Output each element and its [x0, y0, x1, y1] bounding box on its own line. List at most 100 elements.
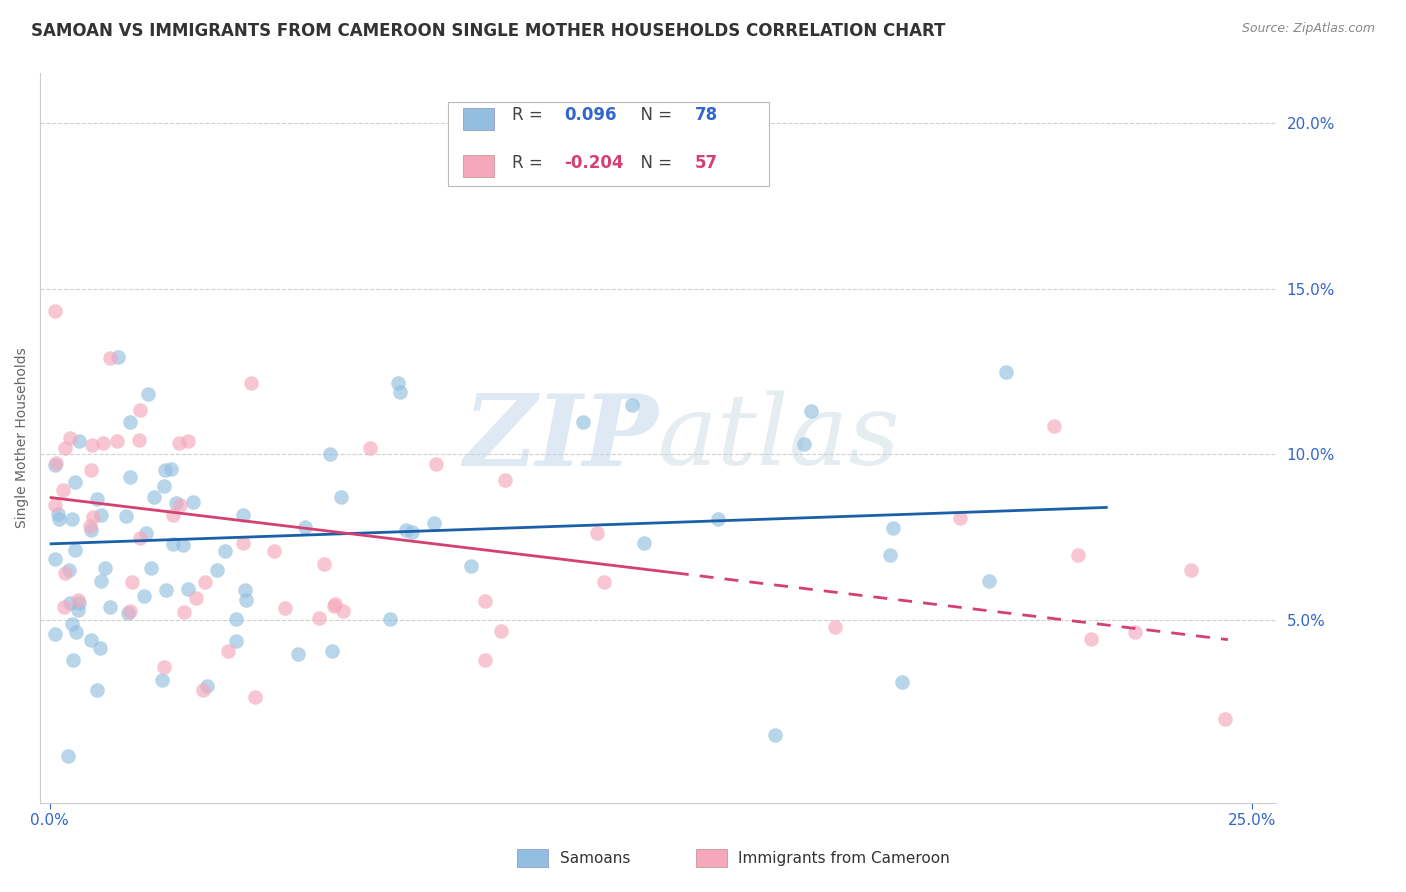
Text: -0.204: -0.204: [564, 153, 624, 172]
Point: [177, 582, 200, 597]
Point: [129, 531, 152, 545]
Point: [707, 511, 730, 525]
Point: [824, 620, 846, 634]
Point: [173, 605, 195, 619]
Point: [474, 594, 496, 608]
Point: [53, 566, 76, 580]
Point: [225, 634, 247, 648]
FancyBboxPatch shape: [463, 108, 494, 130]
Point: [1180, 563, 1202, 577]
Text: Samoans: Samoans: [560, 851, 630, 865]
Point: [107, 350, 129, 364]
Point: [48, 512, 70, 526]
Point: [162, 508, 184, 522]
Point: [195, 679, 218, 693]
Point: [232, 508, 254, 523]
Point: [167, 435, 190, 450]
Point: [44, 552, 66, 566]
Point: [65, 475, 87, 489]
Point: [494, 473, 516, 487]
Point: [321, 643, 343, 657]
Point: [135, 526, 157, 541]
Point: [56, 749, 79, 764]
FancyBboxPatch shape: [449, 103, 769, 186]
Point: [139, 561, 162, 575]
Point: [90, 508, 112, 523]
Point: [162, 537, 184, 551]
Point: [177, 434, 200, 448]
Point: [879, 548, 901, 562]
Point: [322, 599, 344, 613]
Point: [949, 510, 972, 524]
Point: [152, 660, 174, 674]
Point: [172, 537, 194, 551]
Text: 0.096: 0.096: [564, 106, 617, 124]
Point: [153, 478, 176, 492]
Point: [330, 490, 353, 504]
Point: [60, 512, 83, 526]
Point: [395, 524, 418, 538]
Point: [387, 376, 409, 390]
Point: [181, 495, 204, 509]
Point: [1123, 624, 1146, 639]
FancyBboxPatch shape: [517, 849, 548, 867]
Point: [572, 415, 595, 429]
Point: [401, 525, 423, 540]
Text: atlas: atlas: [658, 390, 901, 485]
Point: [58, 596, 80, 610]
Point: [621, 398, 644, 412]
Point: [243, 690, 266, 705]
Point: [105, 434, 128, 449]
Point: [388, 385, 411, 400]
Point: [115, 509, 138, 524]
Text: N =: N =: [630, 106, 678, 124]
Point: [45, 456, 67, 470]
Text: ZIP: ZIP: [463, 390, 658, 486]
Point: [120, 470, 142, 484]
Point: [423, 516, 446, 530]
FancyBboxPatch shape: [463, 155, 494, 178]
Point: [134, 589, 156, 603]
Point: [90, 574, 112, 589]
Point: [89, 640, 111, 655]
Point: [63, 543, 86, 558]
Point: [44, 498, 66, 512]
Point: [86, 492, 108, 507]
Point: [1080, 632, 1102, 647]
Point: [319, 447, 342, 461]
Point: [44, 458, 66, 473]
Point: [217, 644, 239, 658]
Point: [121, 575, 143, 590]
Point: [232, 536, 254, 550]
Text: R =: R =: [512, 106, 548, 124]
Point: [359, 441, 381, 455]
Point: [793, 437, 815, 451]
Point: [294, 520, 316, 534]
Point: [142, 490, 165, 504]
Point: [1215, 712, 1237, 726]
Point: [94, 561, 117, 575]
Point: [53, 442, 76, 456]
Text: Immigrants from Cameroon: Immigrants from Cameroon: [738, 851, 950, 865]
Point: [763, 728, 786, 742]
Point: [44, 627, 66, 641]
Point: [225, 612, 247, 626]
Point: [117, 606, 139, 620]
Point: [67, 603, 90, 617]
Point: [98, 600, 121, 615]
Point: [474, 653, 496, 667]
Point: [287, 647, 309, 661]
Point: [308, 611, 330, 625]
Text: R =: R =: [512, 153, 548, 172]
Point: [239, 376, 262, 391]
Point: [79, 519, 101, 533]
Text: SAMOAN VS IMMIGRANTS FROM CAMEROON SINGLE MOTHER HOUSEHOLDS CORRELATION CHART: SAMOAN VS IMMIGRANTS FROM CAMEROON SINGL…: [31, 22, 945, 40]
Point: [332, 604, 354, 618]
Point: [489, 624, 512, 638]
Point: [67, 596, 90, 610]
Point: [800, 404, 823, 418]
Point: [120, 604, 142, 618]
Point: [80, 463, 103, 477]
Point: [98, 351, 121, 366]
Point: [159, 462, 181, 476]
